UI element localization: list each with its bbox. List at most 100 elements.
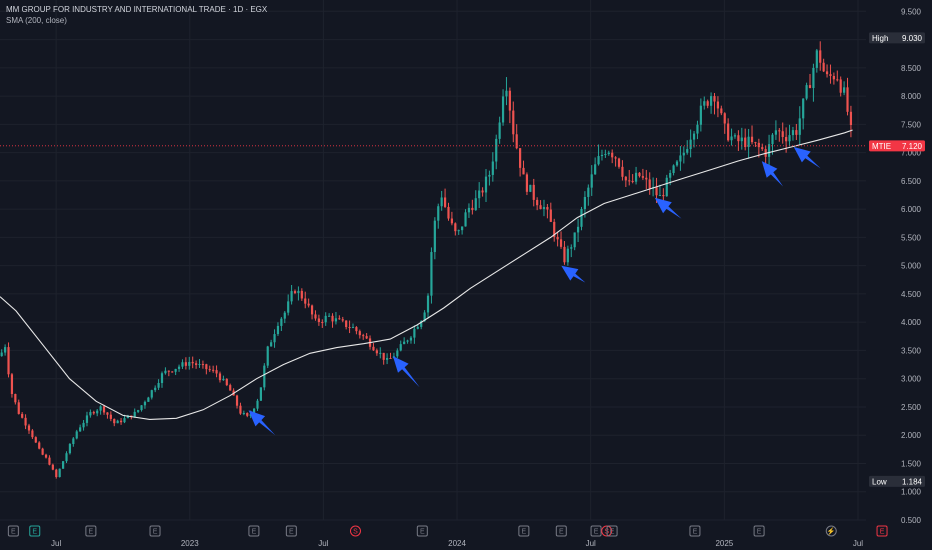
candle	[682, 146, 685, 164]
candle	[222, 375, 225, 381]
x-axis-tick-label: Jul	[853, 539, 863, 548]
candle-body	[10, 374, 14, 394]
candle-body	[215, 370, 218, 374]
candle-body	[99, 406, 102, 411]
candle	[263, 363, 266, 391]
event-marker[interactable]: E	[518, 525, 530, 537]
candle-body	[126, 415, 129, 419]
candle	[515, 124, 518, 150]
candle-body	[686, 149, 689, 153]
candle-body	[263, 365, 266, 388]
candle	[624, 175, 627, 188]
candle-body	[638, 172, 641, 177]
candle	[225, 378, 228, 387]
high-badge-bg	[869, 32, 925, 44]
candle-body	[171, 371, 174, 373]
x-axis-tick-label: 2024	[448, 539, 466, 548]
candle-body	[461, 226, 464, 231]
candle	[491, 152, 494, 182]
candle-body	[590, 174, 593, 188]
event-marker-label: E	[594, 529, 599, 536]
candle	[406, 339, 409, 344]
candle	[34, 436, 37, 444]
candle-body	[529, 184, 532, 192]
y-axis-tick-label: 3.500	[901, 346, 922, 355]
candle	[4, 344, 7, 356]
candle-body	[641, 176, 644, 178]
candle	[706, 99, 709, 109]
candle	[822, 58, 825, 73]
candle-body	[843, 87, 846, 93]
event-marker[interactable]: E	[876, 525, 888, 537]
candle	[61, 460, 65, 469]
event-marker[interactable]: E	[590, 525, 602, 537]
candle-body	[328, 315, 331, 317]
event-marker[interactable]: E	[285, 525, 297, 537]
candle	[474, 190, 477, 211]
candle-body	[771, 134, 774, 145]
candle-body	[614, 157, 617, 159]
candle-body	[556, 236, 559, 240]
candle	[621, 160, 624, 181]
candle-body	[791, 130, 795, 136]
event-marker[interactable]: E	[416, 525, 428, 537]
candle	[24, 414, 27, 430]
candle	[82, 420, 85, 431]
candle	[362, 333, 365, 340]
candle	[778, 128, 781, 142]
candle-body	[235, 395, 239, 406]
candle	[27, 423, 31, 434]
candle	[89, 409, 92, 418]
candle	[10, 372, 14, 398]
candle	[41, 447, 44, 456]
candle-body	[198, 364, 201, 366]
event-marker[interactable]: E	[149, 525, 161, 537]
event-marker[interactable]: E	[248, 525, 260, 537]
candle	[290, 285, 293, 305]
candle-body	[430, 252, 433, 296]
candle	[512, 101, 515, 143]
event-marker[interactable]: E	[753, 525, 765, 537]
candle-body	[382, 352, 385, 360]
sma-200-line	[0, 129, 853, 420]
candle	[590, 165, 593, 196]
event-marker[interactable]: E	[29, 525, 41, 537]
y-axis-tick-label: 1.500	[901, 459, 922, 468]
event-marker[interactable]: ⚡	[825, 525, 837, 537]
candle-body	[218, 373, 222, 381]
candle-body	[154, 387, 157, 391]
y-axis-tick-label: 6.000	[901, 205, 922, 214]
indicator-label[interactable]: SMA (200, close)	[6, 16, 67, 25]
candle	[140, 405, 143, 412]
candle-body	[621, 166, 624, 177]
candle-body	[348, 327, 351, 329]
candle-body	[205, 364, 208, 370]
x-axis-tick-label: Jul	[586, 539, 596, 548]
candle	[382, 352, 385, 365]
event-marker[interactable]: E	[85, 525, 97, 537]
candle-body	[44, 454, 48, 458]
candle	[399, 340, 402, 352]
candle	[215, 365, 218, 378]
event-marker[interactable]: E	[689, 525, 701, 537]
candle-body	[709, 96, 713, 106]
low-badge-value: 1.184	[902, 477, 923, 486]
candle-body	[167, 370, 170, 372]
candle	[355, 326, 358, 335]
event-marker[interactable]: E	[555, 525, 567, 537]
candle	[607, 150, 610, 156]
annotation-arrows	[248, 147, 821, 436]
event-marker[interactable]: E	[606, 525, 618, 537]
candle	[812, 63, 815, 102]
last-price-badge-bg	[869, 140, 925, 152]
event-marker[interactable]: E	[7, 525, 19, 537]
candle	[48, 455, 51, 466]
candle-body	[553, 221, 556, 237]
candle	[174, 368, 177, 376]
candle-body	[106, 412, 109, 415]
event-marker[interactable]: S	[349, 525, 361, 537]
candle	[611, 149, 614, 164]
candle	[198, 359, 201, 368]
candle-body	[140, 405, 143, 411]
